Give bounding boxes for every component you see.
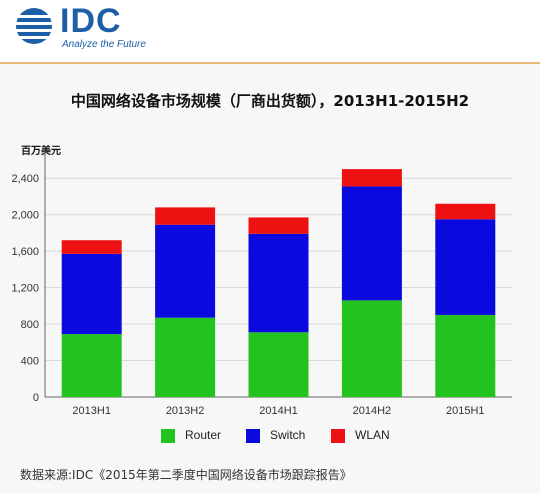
y-tick-label: 2,400 — [11, 173, 39, 185]
bar-switch-2014h2 — [341, 186, 402, 301]
bar-wlan-2014h2 — [341, 169, 402, 187]
data-source: 数据来源:IDC《2015年第二季度中国网络设备市场跟踪报告》 — [20, 468, 352, 482]
idc-logo-text: IDC — [60, 2, 122, 40]
legend-label: WLAN — [355, 428, 390, 442]
bar-router-2013h1 — [61, 334, 122, 397]
header-divider — [0, 62, 540, 64]
y-axis-unit: 百万美元 — [21, 146, 61, 157]
bar-switch-2013h1 — [61, 253, 122, 335]
idc-globe-icon — [16, 8, 52, 44]
y-tick-label: 800 — [21, 319, 39, 331]
bar-router-2013h2 — [155, 317, 216, 397]
y-tick-label: 1,600 — [11, 246, 39, 258]
bar-wlan-2014h1 — [248, 217, 309, 234]
chart-title: 中国网络设备市场规模（厂商出货额），2013H1-2015H2 — [70, 92, 470, 110]
bar-wlan-2015h1 — [435, 203, 496, 220]
y-tick-label: 400 — [21, 356, 39, 368]
bar-switch-2014h1 — [248, 233, 309, 333]
y-tick-label: 0 — [33, 392, 39, 404]
x-tick-label: 2013H1 — [72, 405, 111, 417]
bar-switch-2015h1 — [435, 219, 496, 315]
legend-swatch — [331, 428, 345, 443]
legend-item-wlan: WLAN — [331, 428, 390, 443]
y-tick-label: 2,000 — [11, 210, 39, 222]
legend: Router Switch WLAN — [0, 428, 540, 448]
x-tick-label: 2014H1 — [259, 405, 298, 417]
x-tick-label: 2014H2 — [353, 405, 392, 417]
legend-item-switch: Switch — [246, 428, 305, 443]
legend-label: Switch — [270, 428, 306, 442]
x-tick-label: 2013H2 — [166, 405, 205, 417]
legend-label: Router — [185, 428, 222, 442]
bar-router-2015h1 — [435, 314, 496, 397]
bar-switch-2013h2 — [155, 224, 216, 318]
bar-wlan-2013h2 — [155, 207, 216, 225]
bar-router-2014h2 — [341, 300, 402, 397]
idc-tagline: Analyze the Future — [62, 39, 146, 50]
legend-swatch — [161, 428, 175, 443]
bar-wlan-2013h1 — [61, 240, 122, 254]
y-tick-label: 1,200 — [11, 283, 39, 295]
legend-swatch — [246, 428, 260, 443]
header: IDC Analyze the Future — [0, 0, 540, 58]
x-tick-label: 2015H1 — [446, 405, 485, 417]
bar-router-2014h1 — [248, 332, 309, 397]
legend-item-router: Router — [161, 428, 221, 443]
